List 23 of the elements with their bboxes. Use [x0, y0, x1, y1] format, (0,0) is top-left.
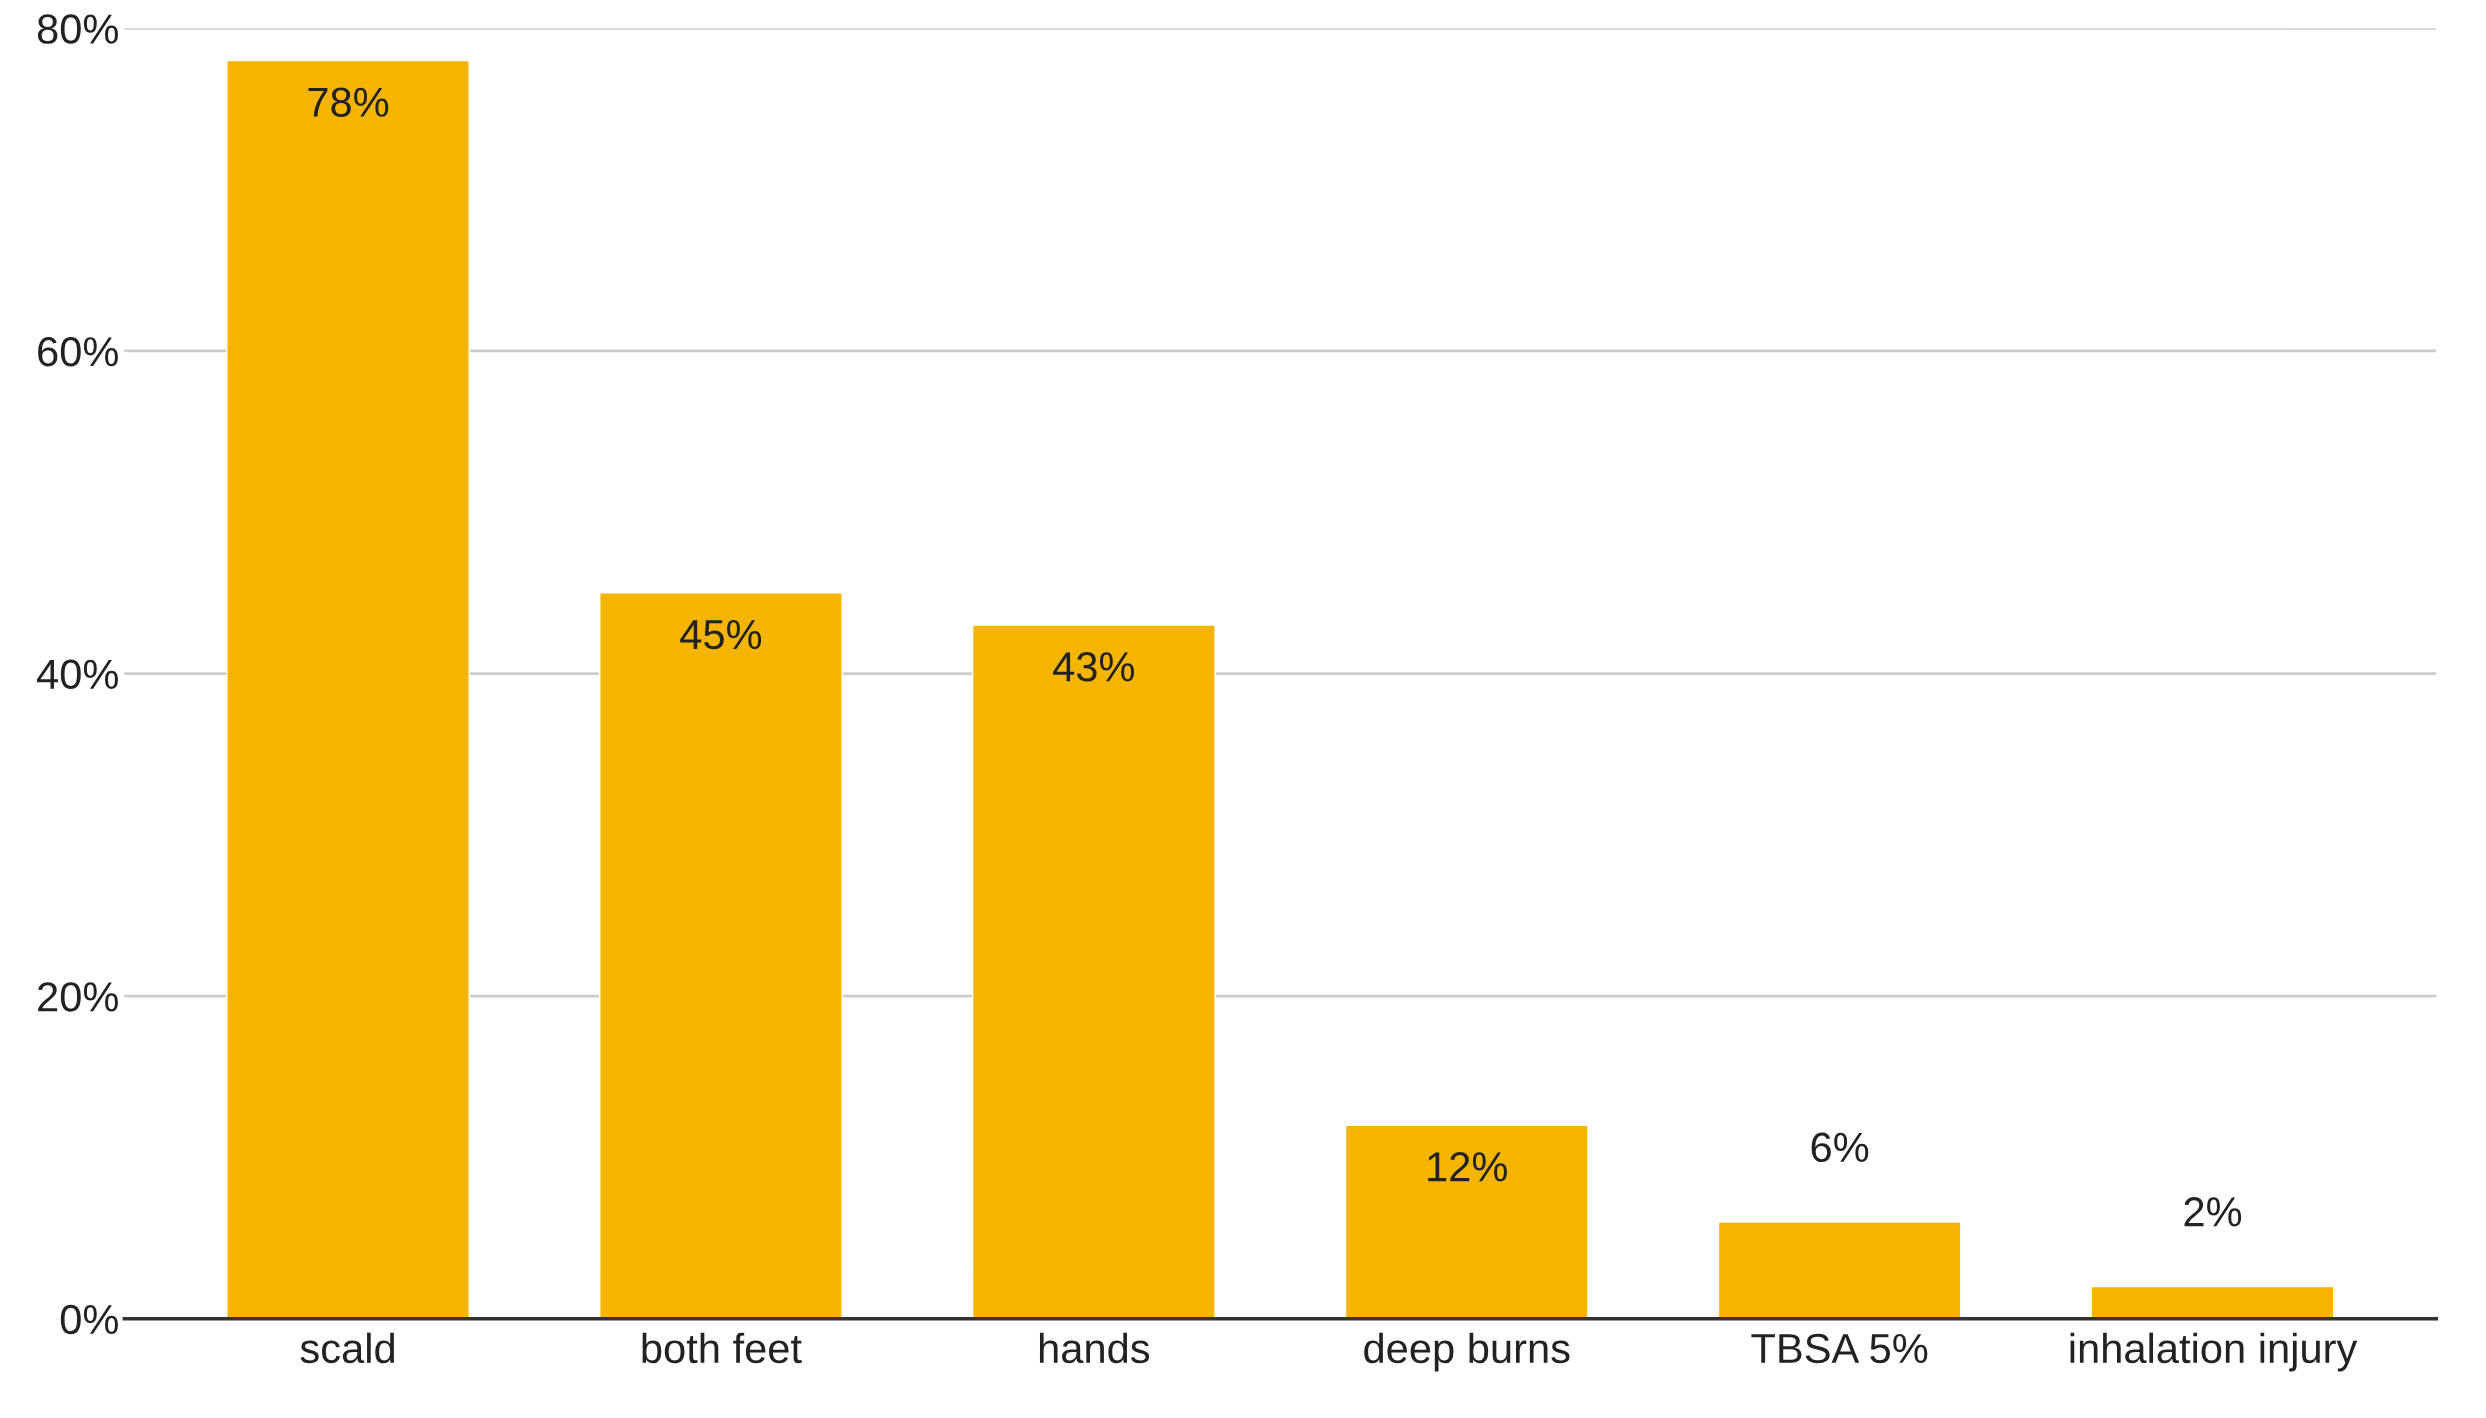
x-tick-label: inhalation injury [2070, 1332, 2358, 1372]
x-tick-label: scald [300, 1332, 394, 1364]
x-tick-label: TBSA 5% [1751, 1333, 1928, 1364]
x-tick-label: both feet [642, 1332, 802, 1364]
data-label: 45% [680, 619, 762, 650]
data-label: 2% [2184, 1197, 2242, 1227]
data-label: 6% [1811, 1132, 1869, 1163]
data-label: 43% [1053, 652, 1135, 682]
y-tick-label: 60% [38, 336, 118, 367]
y-tick-label: 20% [38, 982, 118, 1012]
data-label: 78% [308, 87, 389, 118]
bar [1717, 1221, 1962, 1319]
bar [971, 624, 1216, 1319]
x-tick-label: hands [1039, 1332, 1150, 1364]
bar [599, 592, 843, 1319]
bar [1344, 1124, 1589, 1319]
y-tick-label: 0% [60, 1304, 118, 1335]
data-label: 12% [1428, 1152, 1507, 1182]
bar [2090, 1285, 2335, 1319]
y-tick-label: 40% [37, 659, 118, 690]
x-tick-label: deep burns [1364, 1332, 1570, 1372]
bar [226, 59, 470, 1319]
y-tick-label: 80% [37, 14, 118, 44]
